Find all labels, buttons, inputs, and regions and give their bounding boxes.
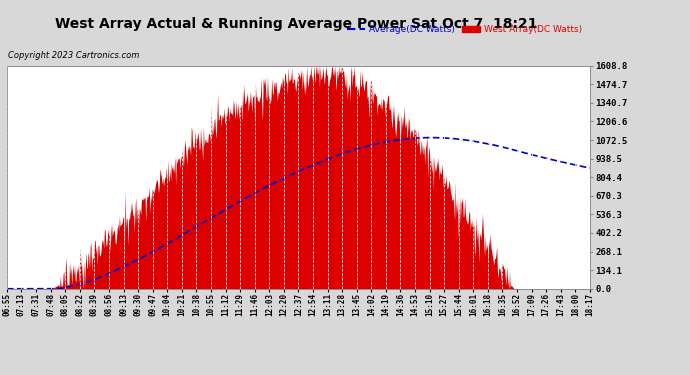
Legend: Average(DC Watts), West Array(DC Watts): Average(DC Watts), West Array(DC Watts) bbox=[344, 21, 585, 38]
Text: West Array Actual & Running Average Power Sat Oct 7  18:21: West Array Actual & Running Average Powe… bbox=[55, 17, 538, 31]
Text: Copyright 2023 Cartronics.com: Copyright 2023 Cartronics.com bbox=[8, 51, 139, 60]
